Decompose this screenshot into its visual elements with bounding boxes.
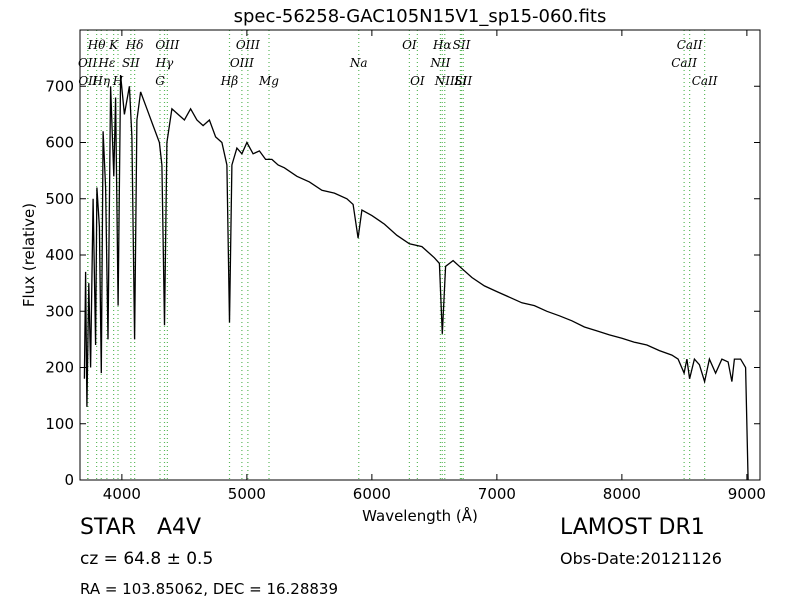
x-tick-label: 9000 xyxy=(728,485,766,503)
spectral-line-label: SII xyxy=(454,74,472,88)
spectral-line-label: OIII xyxy=(155,38,179,52)
y-tick-label: 700 xyxy=(45,77,74,95)
spectrum-line xyxy=(83,74,749,481)
spectral-line-label: Na xyxy=(349,56,368,70)
spectral-line-label: K xyxy=(108,38,119,52)
spectral-line-label: CaII xyxy=(671,56,697,70)
object-class: STAR A4V xyxy=(80,515,201,540)
spectral-line-label: Li xyxy=(453,74,466,88)
x-tick-label: 5000 xyxy=(228,485,266,503)
y-tick-label: 300 xyxy=(45,302,74,320)
x-tick-label: 8000 xyxy=(603,485,641,503)
spectral-line-label: Hε xyxy=(97,56,115,70)
y-tick-label: 100 xyxy=(45,415,74,433)
spectral-line-label: Hγ xyxy=(155,56,174,70)
y-tick-label: 500 xyxy=(45,190,74,208)
x-tick-label: 4000 xyxy=(103,485,141,503)
y-axis-label: Flux (relative) xyxy=(20,203,38,307)
spectral-line-label: OIII xyxy=(236,38,260,52)
x-tick-label: 7000 xyxy=(478,485,516,503)
spectral-line-label: OII xyxy=(78,74,98,88)
y-tick-label: 200 xyxy=(45,359,74,377)
spectral-line-label: Hθ xyxy=(87,38,106,52)
spectral-line-label: Mg xyxy=(258,74,279,88)
survey: LAMOST DR1 xyxy=(560,515,705,540)
x-tick-label: 6000 xyxy=(353,485,391,503)
spectral-line-label: G xyxy=(155,74,165,88)
plot-frame xyxy=(79,29,761,481)
redshift: cz = 64.8 ± 0.5 xyxy=(80,549,213,569)
spectral-line-label: OI xyxy=(410,74,425,88)
spectral-line-label: Hη xyxy=(91,74,110,88)
spectral-line-label: SII xyxy=(453,38,471,52)
spectral-line-label: NII xyxy=(434,74,455,88)
spectral-line-label: SII xyxy=(122,56,140,70)
spectral-line-label: Hα xyxy=(432,38,452,52)
spectral-line-label: OIII xyxy=(230,56,254,70)
coordinates: RA = 103.85062, DEC = 16.28839 xyxy=(80,580,338,598)
spectral-line-label: CaII xyxy=(692,74,718,88)
spectral-line-label: CaII xyxy=(677,38,703,52)
x-axis-label: Wavelength (Å) xyxy=(362,506,478,525)
y-tick-label: 600 xyxy=(45,134,74,152)
spectral-line-label: Hδ xyxy=(125,38,144,52)
spectral-line-label: OI xyxy=(402,38,417,52)
obs-date: Obs-Date:20121126 xyxy=(560,549,722,568)
y-tick-label: 0 xyxy=(64,471,74,489)
y-tick-label: 400 xyxy=(45,246,74,264)
spectral-line-label: Hβ xyxy=(220,74,238,88)
spectral-line-label: NII xyxy=(429,56,450,70)
chart-title: spec-56258-GAC105N15V1_sp15-060.fits xyxy=(234,6,607,27)
